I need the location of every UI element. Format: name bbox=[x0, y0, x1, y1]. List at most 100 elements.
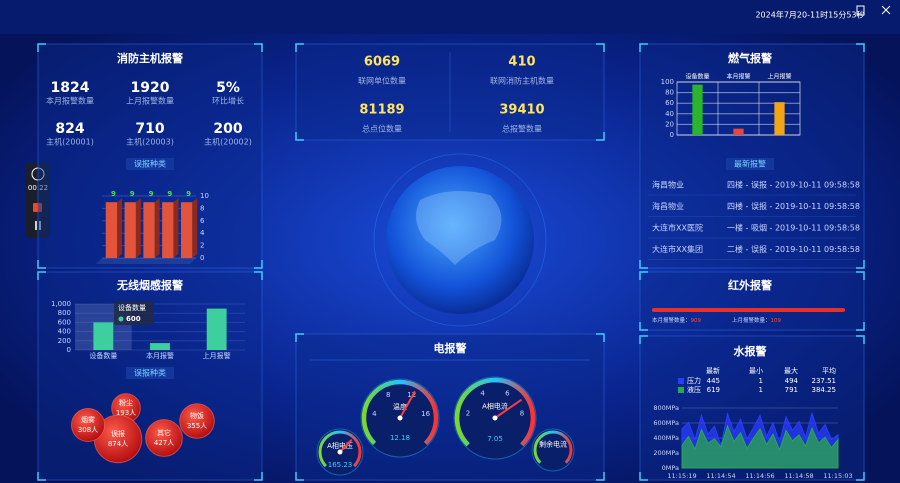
alert-place: 海昌物业 bbox=[652, 180, 684, 190]
legend-label: 压力 bbox=[687, 376, 701, 385]
bubble-value: 355人 bbox=[187, 422, 207, 430]
bar bbox=[206, 308, 227, 350]
panel-corner bbox=[639, 472, 648, 481]
x-tick-label: 11:14:56 bbox=[745, 472, 774, 480]
y-tick-label: 600MPa bbox=[653, 419, 679, 427]
panel-corner bbox=[639, 271, 648, 280]
value-label: 9 bbox=[167, 190, 172, 198]
stat-label: 上月报警数量 bbox=[126, 96, 174, 106]
y-tick-label: 0 bbox=[200, 254, 204, 262]
table-header: 最小 bbox=[749, 366, 763, 375]
value: 909 bbox=[691, 318, 702, 324]
button[interactable] bbox=[126, 367, 174, 379]
panel-corner bbox=[856, 322, 865, 331]
bar bbox=[692, 84, 703, 135]
area bbox=[681, 424, 839, 469]
button[interactable] bbox=[126, 158, 174, 170]
panel-title: 燃气报警 bbox=[727, 51, 772, 65]
x-tick-label: 11:14:54 bbox=[706, 472, 735, 480]
bubble-name: 物饭 bbox=[190, 411, 204, 420]
table-cell: 1 bbox=[759, 386, 763, 394]
bar-side bbox=[135, 198, 141, 258]
table-cell: 384.25 bbox=[812, 386, 837, 394]
tooltip-name: 设备数量 bbox=[118, 303, 146, 312]
alert-detail: 四楼 - 误报 - 2019-10-11 09:58:58 bbox=[727, 180, 860, 190]
x-tick-label: 11:15:03 bbox=[823, 472, 852, 480]
bar bbox=[105, 202, 118, 258]
button-label: 最新报警 bbox=[734, 159, 766, 169]
gauge-name: A相电流 bbox=[482, 402, 508, 411]
bar bbox=[143, 202, 155, 258]
y-tick-label: 4 bbox=[200, 229, 205, 237]
pause-button[interactable] bbox=[35, 221, 41, 230]
stat-value: 710 bbox=[135, 121, 164, 137]
panel-corner bbox=[254, 271, 263, 280]
x-tick-label: 本月报警 bbox=[146, 351, 174, 360]
stat-value: 6069 bbox=[364, 55, 400, 70]
panel-title: 水报警 bbox=[734, 344, 767, 358]
panel-corner bbox=[596, 43, 605, 52]
panel-corner bbox=[254, 472, 263, 481]
label: 本月报警数量： bbox=[652, 316, 691, 324]
alert-place: 大连市XX医院 bbox=[652, 223, 703, 233]
bubble-value: 427人 bbox=[154, 439, 174, 447]
panel-title: 红外报警 bbox=[728, 278, 772, 292]
header-bar bbox=[0, 0, 900, 34]
tooltip-dot bbox=[118, 316, 124, 322]
bar-side bbox=[154, 198, 160, 258]
panel-title: 无线烟感报警 bbox=[116, 278, 183, 292]
bubble-name: 烟雾 bbox=[81, 415, 95, 424]
y-tick-label: 200 bbox=[58, 337, 71, 345]
bar bbox=[162, 202, 174, 258]
panel-title: 消防主机报警 bbox=[117, 51, 183, 65]
bar-side bbox=[192, 198, 198, 258]
panel-corner bbox=[856, 271, 865, 280]
gauge-value: 7.05 bbox=[487, 435, 503, 443]
gauge-arc bbox=[361, 379, 439, 446]
alert-place: 大连市XX集团 bbox=[652, 244, 703, 254]
stat-value: 1824 bbox=[51, 80, 90, 96]
table-header: 最新 bbox=[706, 366, 720, 375]
panel bbox=[639, 271, 865, 331]
chart-floor bbox=[96, 258, 196, 264]
gauge-needle bbox=[399, 390, 416, 419]
bar bbox=[150, 343, 170, 350]
panel-corner bbox=[37, 472, 46, 481]
tooltip-value: 600 bbox=[126, 315, 141, 323]
restore-icon[interactable] bbox=[856, 5, 865, 16]
table-cell: 494 bbox=[785, 377, 799, 385]
bar bbox=[733, 128, 744, 135]
panel-corner bbox=[596, 472, 605, 481]
value-label: 9 bbox=[130, 190, 135, 198]
table-cell: 619 bbox=[707, 386, 720, 394]
y-tick-label: 8 bbox=[200, 204, 204, 212]
bubble bbox=[179, 403, 215, 439]
panel-corner bbox=[856, 472, 865, 481]
datetime: 2024年7月20-11时15分53秒 bbox=[755, 10, 864, 20]
gauge-arc bbox=[454, 377, 536, 447]
gauge-tick-label: 4 bbox=[480, 390, 485, 398]
value-label: 9 bbox=[186, 190, 191, 198]
y-tick-label: 400 bbox=[58, 328, 71, 336]
panel-corner bbox=[295, 132, 304, 141]
panel-corner bbox=[639, 335, 648, 344]
y-tick-label: 60 bbox=[665, 99, 674, 107]
gauge-name: 温度 bbox=[393, 402, 407, 411]
alert-detail: 二楼 - 误报 - 2019-10-11 09:58:58 bbox=[727, 244, 860, 254]
x-tick-label: 设备数量 bbox=[89, 351, 117, 360]
close-icon[interactable] bbox=[881, 5, 891, 15]
gauge-tick-label: 16 bbox=[421, 410, 430, 418]
bar bbox=[93, 322, 114, 350]
panel-corner bbox=[856, 335, 865, 344]
y-tick-label: 0MPa bbox=[662, 464, 679, 472]
y-tick-label: 800 bbox=[58, 309, 71, 317]
panel-corner bbox=[254, 43, 263, 52]
button[interactable] bbox=[726, 158, 774, 170]
y-tick-label: 40 bbox=[665, 110, 674, 118]
bubble-value: 193人 bbox=[116, 409, 136, 417]
gauge-name: 剩余电流 bbox=[539, 440, 567, 449]
y-tick-label: 80 bbox=[665, 89, 674, 97]
gauge-tick-label: 12 bbox=[407, 391, 416, 399]
panel-corner bbox=[639, 322, 648, 331]
globe-halo bbox=[373, 153, 547, 327]
